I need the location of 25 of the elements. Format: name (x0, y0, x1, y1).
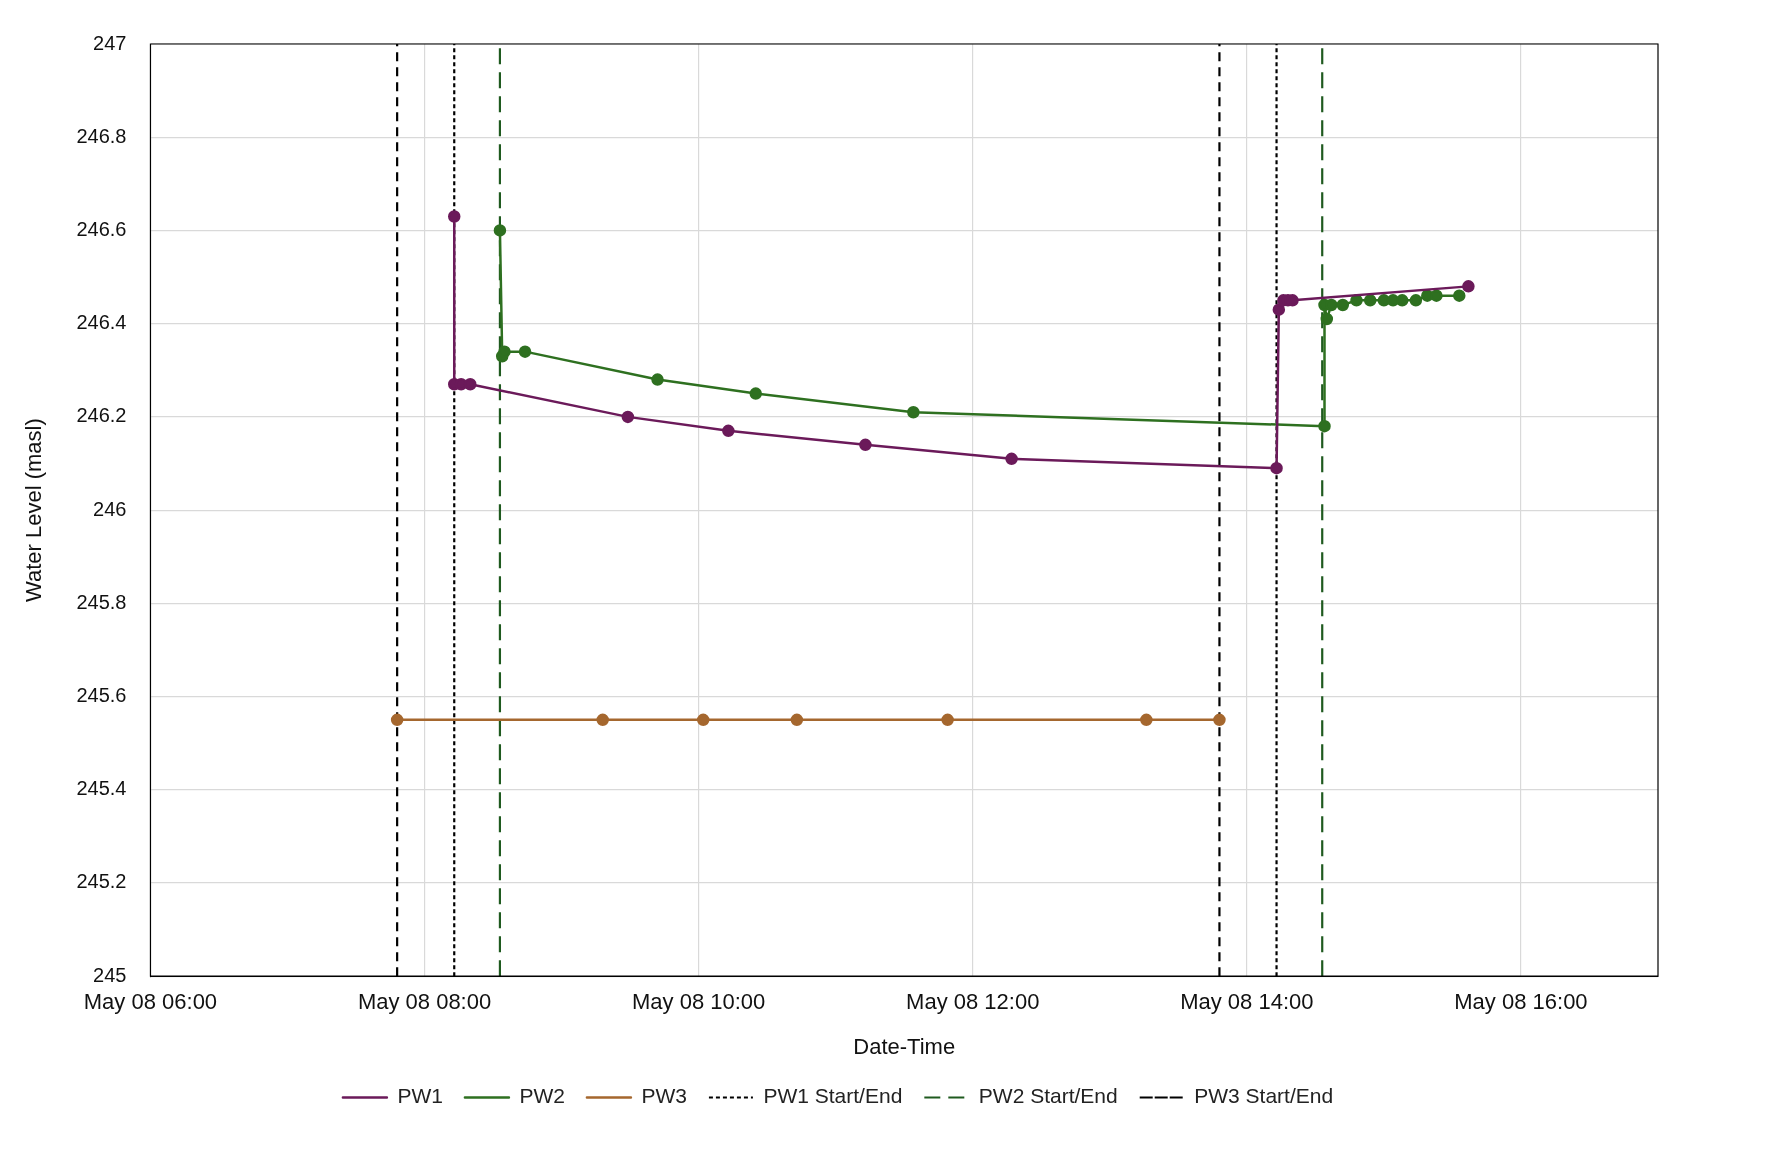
y-tick-label: 245.4 (76, 777, 127, 800)
x-tick-label: May 08 16:00 (1454, 989, 1588, 1015)
legend-label: PW1 Start/End (763, 1084, 903, 1108)
legend-label: PW3 (641, 1084, 687, 1108)
x-axis-title: Date-Time (853, 1033, 956, 1059)
y-tick-label: 245.6 (76, 684, 127, 707)
y-tick-label: 246.8 (76, 124, 127, 147)
y-tick-label: 246.4 (76, 311, 127, 334)
y-tick-label: 246 (93, 497, 127, 520)
x-tick-label: May 08 08:00 (357, 989, 492, 1015)
x-tick-label: May 08 06:00 (83, 989, 218, 1015)
x-tick-label: May 08 10:00 (631, 989, 766, 1015)
legend-label: PW2 Start/End (978, 1084, 1118, 1108)
y-axis-title: Water Level (masl) (21, 418, 47, 602)
y-tick-label: 245.2 (76, 870, 127, 893)
y-tick-label: 245.8 (76, 590, 127, 613)
y-tick-label: 247 (93, 31, 127, 54)
legend-label: PW1 (397, 1084, 443, 1108)
x-tick-label: May 08 12:00 (906, 989, 1040, 1015)
legend-label: PW3 Start/End (1194, 1084, 1334, 1108)
y-tick-label: 246.6 (76, 217, 127, 240)
x-tick-label: May 08 14:00 (1180, 989, 1314, 1015)
y-tick-label: 246.2 (76, 404, 127, 427)
legend-label: PW2 (519, 1084, 565, 1108)
y-tick-label: 245 (93, 963, 127, 986)
